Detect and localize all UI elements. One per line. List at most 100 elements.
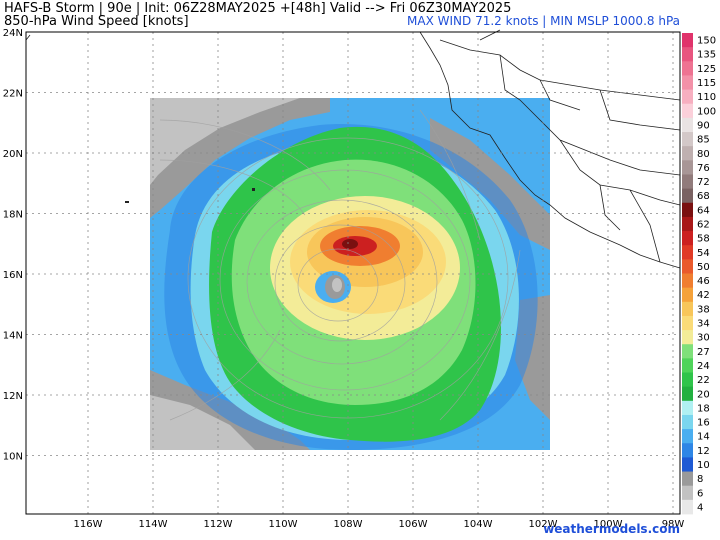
colorbar: 1501351251151101009085807672686462585450… — [682, 33, 716, 515]
colorbar-label-18: 18 — [697, 403, 710, 414]
colorbar-label-30: 30 — [697, 333, 710, 344]
colorbar-label-54: 54 — [697, 248, 710, 259]
colorbar-label-12: 12 — [697, 446, 710, 457]
lat-label-18n: 18N — [3, 210, 23, 221]
lon-label-104w: 104W — [464, 519, 493, 530]
coastline — [25, 29, 681, 269]
wind-field — [150, 98, 550, 451]
colorbar-label-10: 10 — [697, 460, 710, 471]
colorbar-swatch-20 — [682, 386, 693, 402]
lat-label-14n: 14N — [3, 331, 23, 342]
lon-label-114w: 114W — [139, 519, 168, 530]
colorbar-label-135: 135 — [697, 50, 716, 61]
colorbar-swatch-58 — [682, 231, 693, 246]
colorbar-swatch-6 — [682, 485, 693, 501]
colorbar-swatch-24 — [682, 358, 693, 373]
latitude-labels: 24N 22N 20N 18N 16N 14N 12N 10N — [3, 28, 23, 463]
lon-label-108w: 108W — [334, 519, 363, 530]
colorbar-swatch-50 — [682, 259, 693, 274]
colorbar-label-20: 20 — [697, 389, 710, 400]
island-socorro — [125, 201, 129, 203]
colorbar-swatch-34 — [682, 315, 693, 331]
colorbar-swatch-12 — [682, 443, 693, 458]
lat-label-24n: 24N — [3, 28, 23, 39]
colorbar-swatch-150 — [682, 33, 693, 48]
colorbar-label-64: 64 — [697, 205, 710, 216]
chart-title: HAFS-B Storm | 90e | Init: 06Z28MAY2025 … — [4, 1, 512, 16]
colorbar-label-85: 85 — [697, 135, 710, 146]
longitude-labels: 116W 114W 112W 110W 108W 106W 104W 102W 100W 98W — [74, 519, 685, 530]
colorbar-label-125: 125 — [697, 64, 716, 75]
low-wind-southwest-light — [150, 395, 255, 450]
colorbar-swatch-100 — [682, 103, 693, 119]
island-clarion — [252, 188, 255, 191]
colorbar-label-6: 6 — [697, 488, 703, 499]
colorbar-swatch-14 — [682, 429, 693, 444]
colorbar-label-50: 50 — [697, 262, 710, 273]
lat-label-22n: 22N — [3, 89, 23, 100]
colorbar-swatch-72 — [682, 174, 693, 190]
colorbar-label-27: 27 — [697, 347, 710, 358]
colorbar-swatch-115 — [682, 75, 693, 90]
lat-label-20n: 20N — [3, 149, 23, 160]
colorbar-label-14: 14 — [697, 432, 710, 443]
state-borders — [439, 29, 681, 263]
low-wind-northwest-light — [150, 98, 300, 185]
lat-label-12n: 12N — [3, 391, 23, 402]
colorbar-swatch-8 — [682, 471, 693, 487]
colorbar-swatch-30 — [682, 330, 693, 345]
colorbar-label-115: 115 — [697, 78, 716, 89]
colorbar-swatch-76 — [682, 160, 693, 175]
colorbar-swatch-27 — [682, 344, 693, 359]
colorbar-label-16: 16 — [697, 418, 710, 429]
colorbar-label-68: 68 — [697, 191, 710, 202]
colorbar-swatch-62 — [682, 216, 693, 232]
colorbar-label-8: 8 — [697, 474, 703, 485]
max-wind-summary: MAX WIND 71.2 knots | MIN MSLP 1000.8 hP… — [407, 14, 680, 28]
lon-label-112w: 112W — [204, 519, 233, 530]
colorbar-label-90: 90 — [697, 120, 710, 131]
baja-tip — [25, 34, 31, 41]
colorbar-swatch-10 — [682, 457, 693, 472]
colorbar-label-4: 4 — [697, 502, 703, 513]
mexico-coast — [419, 31, 681, 269]
colorbar-label-42: 42 — [697, 290, 710, 301]
colorbar-swatch-90 — [682, 117, 693, 133]
colorbar-swatch-54 — [682, 245, 693, 260]
colorbar-swatch-42 — [682, 287, 693, 303]
colorbar-swatch-135 — [682, 47, 693, 62]
colorbar-label-76: 76 — [697, 163, 710, 174]
colorbar-swatch-64 — [682, 202, 693, 218]
colorbar-swatch-68 — [682, 188, 693, 204]
colorbar-swatch-46 — [682, 273, 693, 289]
colorbar-label-38: 38 — [697, 304, 710, 315]
map-frame — [25, 31, 681, 515]
colorbar-swatch-16 — [682, 414, 693, 430]
colorbar-swatch-80 — [682, 146, 693, 161]
colorbar-label-34: 34 — [697, 319, 710, 330]
chart-variable-title: 850-hPa Wind Speed [knots] — [4, 14, 189, 29]
colorbar-swatch-18 — [682, 400, 693, 416]
colorbar-label-22: 22 — [697, 375, 710, 386]
colorbar-label-24: 24 — [697, 361, 710, 372]
colorbar-swatch-22 — [682, 372, 693, 388]
lon-label-116w: 116W — [74, 519, 103, 530]
colorbar-label-150: 150 — [697, 36, 716, 47]
colorbar-swatch-110 — [682, 89, 693, 105]
wind-64kt-area — [342, 239, 358, 249]
colorbar-swatch-125 — [682, 61, 693, 76]
colorbar-swatch-38 — [682, 301, 693, 317]
lat-label-16n: 16N — [3, 270, 23, 281]
colorbar-label-100: 100 — [697, 106, 716, 117]
colorbar-label-110: 110 — [697, 92, 716, 103]
lat-lon-grid — [26, 31, 680, 514]
lat-label-10n: 10N — [3, 452, 23, 463]
lon-label-106w: 106W — [399, 519, 428, 530]
colorbar-label-62: 62 — [697, 219, 710, 230]
colorbar-label-46: 46 — [697, 276, 710, 287]
colorbar-label-80: 80 — [697, 149, 710, 160]
storm-eye-center — [332, 278, 342, 292]
lon-label-110w: 110W — [269, 519, 298, 530]
colorbar-swatch-85 — [682, 132, 693, 147]
